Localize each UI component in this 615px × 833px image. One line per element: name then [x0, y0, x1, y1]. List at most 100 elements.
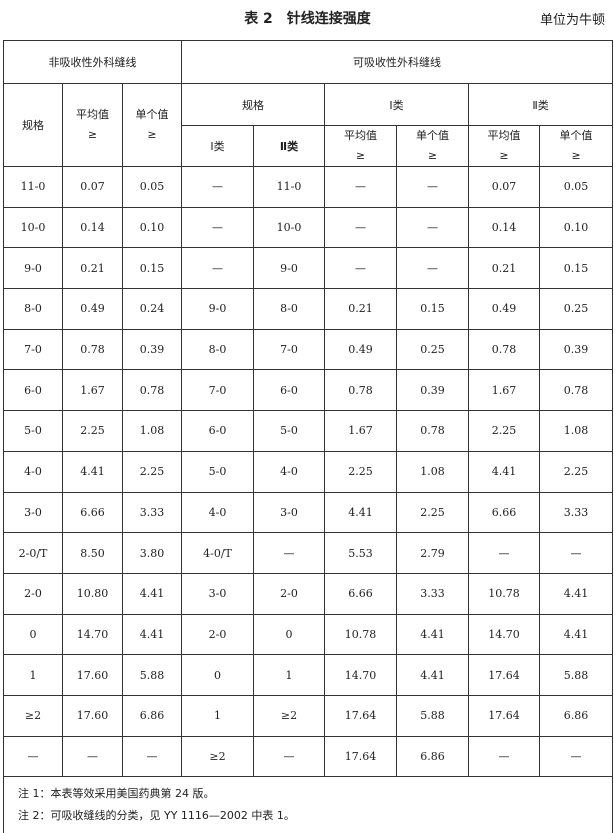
header-single: 单个值 ≥ — [121, 83, 183, 167]
table-cell: 17.64 — [324, 735, 398, 778]
table-cell: 0.78 — [539, 369, 614, 412]
table-cell: 0.15 — [396, 288, 470, 330]
table-cell: 1.67 — [62, 369, 123, 412]
table-cell: 6-0 — [253, 369, 326, 412]
table-cell: 2.79 — [396, 532, 470, 574]
table-cell: — — [324, 166, 398, 208]
table-cell: 6.66 — [62, 491, 123, 534]
table-cell: 10.78 — [468, 572, 541, 615]
table-cell: 0.07 — [468, 166, 541, 208]
table-cell: — — [539, 735, 614, 778]
table-cell: 3-0 — [181, 572, 255, 615]
table-cell: 3-0 — [3, 491, 63, 534]
table-cell: 0.49 — [468, 288, 541, 330]
table-cell: 6.86 — [121, 694, 183, 737]
table-cell: — — [253, 532, 326, 574]
table-cell: ≥2 — [181, 735, 255, 778]
table-cell: 5-0 — [181, 450, 255, 493]
table-cell: 0 — [181, 654, 255, 696]
table-cell: 0.78 — [468, 328, 541, 371]
table-cell: 7-0 — [181, 369, 255, 412]
table-cell: 2.25 — [121, 450, 183, 493]
table-row: 7-0 0.78 0.39 8-0 7-0 0.49 0.25 0.78 0.39 — [3, 328, 614, 371]
table-cell: 0.21 — [324, 288, 398, 330]
table-cell: — — [468, 735, 541, 778]
table-cell: 9-0 — [253, 247, 326, 290]
table-cell: 8-0 — [181, 328, 255, 371]
table-cell: — — [539, 532, 614, 574]
table-cell: 0.24 — [121, 288, 183, 330]
table-cell: 1 — [3, 654, 63, 696]
table-cell: 4-0 — [181, 491, 255, 534]
table-cell: — — [62, 735, 123, 778]
table-cell: — — [396, 166, 470, 208]
table-cell: 1.08 — [396, 450, 470, 493]
table-cell: 0.07 — [62, 166, 123, 208]
table-cell: 3.33 — [396, 572, 470, 615]
table-row: 2-0/T 8.50 3.80 4-0/T —5.53 2.79— — — [3, 532, 614, 574]
table-cell: 1.08 — [539, 410, 614, 452]
table-cell: 3-0 — [253, 491, 326, 534]
header-sub-class1: Ⅰ类 — [181, 125, 255, 167]
table-cell: 3.80 — [121, 532, 183, 574]
header-avg: 平均值 ≥ — [62, 83, 123, 167]
table-cell: 8-0 — [3, 288, 63, 330]
header-c2-single: 单个值 ≥ — [539, 125, 614, 167]
table-row: 6-0 1.67 0.78 7-0 6-0 0.78 0.39 1.67 0.78 — [3, 369, 614, 412]
table-cell: 9-0 — [3, 247, 63, 290]
table-cell: 2-0 — [253, 572, 326, 615]
table-cell: 14.70 — [324, 654, 398, 696]
table-cell: 0.05 — [121, 166, 183, 208]
header-absorbable: 可吸收性外科缝线 — [181, 40, 614, 84]
table-cell: 4.41 — [539, 572, 614, 615]
table-row: 0 14.70 4.41 2-0 0 10.78 4.41 14.70 4.41 — [3, 613, 614, 656]
table-cell: 6-0 — [3, 369, 63, 412]
table-cell: 0.49 — [62, 288, 123, 330]
table-cell: 2.25 — [468, 410, 541, 452]
table-cell: 4-0/T — [181, 532, 255, 574]
table-cell: 4.41 — [62, 450, 123, 493]
table-cell: 6.86 — [539, 694, 614, 737]
table-cell: 5-0 — [3, 410, 63, 452]
table-cell: 5.88 — [121, 654, 183, 696]
table-cell: 14.70 — [468, 613, 541, 656]
table-cell: 0 — [3, 613, 63, 656]
note-2: 注 2：可吸收缝线的分类，见 YY 1116—2002 中表 1。 — [18, 809, 295, 823]
header-abs-spec: 规格 — [181, 83, 326, 126]
table-cell: 3.33 — [121, 491, 183, 534]
table-cell: 0.78 — [62, 328, 123, 371]
table-cell: 2.25 — [324, 450, 398, 493]
table-cell: 17.64 — [468, 694, 541, 737]
table-cell: 0.25 — [539, 288, 614, 330]
table-cell: 2.25 — [396, 491, 470, 534]
table-cell: 2.25 — [62, 410, 123, 452]
table-row: 11-0 0.07 0.05—11-0— —0.07 0.05 — [3, 166, 614, 208]
table-row: 2-0 10.80 4.41 3-0 2-0 6.66 3.33 10.78 4.41 — [3, 572, 614, 615]
table-cell: 1 — [181, 694, 255, 737]
table-cell: 10-0 — [3, 206, 63, 249]
header-c1-avg: 平均值 ≥ — [324, 125, 398, 167]
table-cell: — — [468, 532, 541, 574]
table-cell: 11-0 — [253, 166, 326, 208]
table-row: 10-0 0.14 0.10—10-0— —0.14 0.10 — [3, 206, 614, 249]
table-cell: 1.08 — [121, 410, 183, 452]
table-cell: 8.50 — [62, 532, 123, 574]
table-cell: 4.41 — [539, 613, 614, 656]
table-cell: 10.80 — [62, 572, 123, 615]
table-cell: 1.67 — [324, 410, 398, 452]
table-cell: — — [324, 206, 398, 249]
table-cell: 1 — [253, 654, 326, 696]
table-row: 5-0 2.25 1.08 6-0 5-0 1.67 0.78 2.25 1.08 — [3, 410, 614, 452]
table-cell: 17.64 — [324, 694, 398, 737]
table-cell: 0.14 — [468, 206, 541, 249]
table-cell: — — [324, 247, 398, 290]
table-cell: 7-0 — [3, 328, 63, 371]
table-cell: 2-0/T — [3, 532, 63, 574]
table-row: 4-0 4.41 2.25 5-0 4-0 2.25 1.08 4.41 2.25 — [3, 450, 614, 493]
table-cell: 4.41 — [396, 613, 470, 656]
table-cell: — — [181, 206, 255, 249]
table-cell: 0.78 — [324, 369, 398, 412]
note-1: 注 1：本表等效采用美国药典第 24 版。 — [18, 787, 215, 801]
table-cell: 4.41 — [121, 572, 183, 615]
table-cell: 4.41 — [396, 654, 470, 696]
